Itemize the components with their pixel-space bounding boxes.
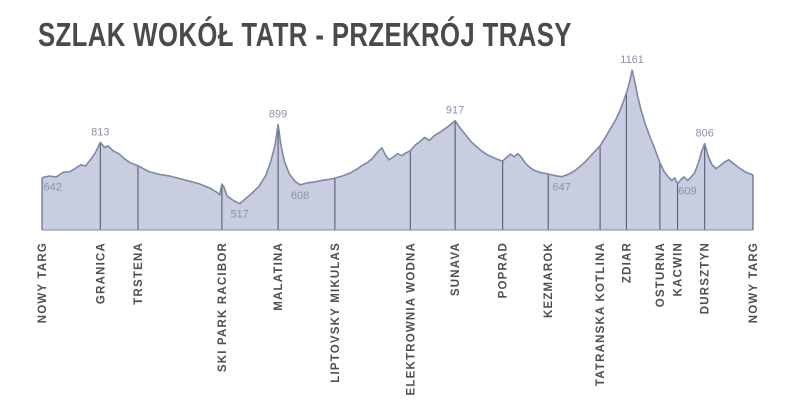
elevation-annotation: 608 [291,190,309,202]
elevation-annotation: 806 [696,128,714,140]
elevation-annotation: 517 [231,209,249,221]
area-outline [41,69,754,205]
elevation-annotation: 609 [678,186,696,198]
station-label: SUNAVA [450,242,462,296]
station-label: SKI PARK RACIBOR [217,242,229,372]
station-label: KEZMAROK [543,242,555,318]
elevation-annotation: 647 [553,182,571,194]
station-label: DURSZTYN [700,242,712,314]
station-label: NOWY TARG [748,242,760,323]
station-label: OSTURNA [655,242,667,307]
elevation-annotation: 813 [91,126,109,138]
station-label: MALATINA [273,242,285,311]
elevation-annotation: 917 [446,105,464,117]
page-title: SZLAK WOKÓŁ TATR - PRZEKRÓJ TRASY [38,16,572,53]
station-label: GRANICA [95,242,107,304]
station-label: ZDIAR [621,242,633,283]
elevation-annotation: 1161 [620,54,644,66]
elevation-annotation: 899 [269,108,287,120]
elevation-annotation: 642 [44,182,62,194]
station-label: TRSTENA [133,242,145,305]
station-label: ELEKTROWNIA WODNA [405,242,417,396]
station-label: TATRANSKA KOTLINA [595,242,607,386]
area-fill [42,70,753,230]
station-label: NOWY TARG [37,242,49,323]
station-label: KACWIN [673,242,685,296]
station-label: POPRAD [498,242,510,298]
station-label: LIPTOVSKY MIKULAS [330,242,342,383]
